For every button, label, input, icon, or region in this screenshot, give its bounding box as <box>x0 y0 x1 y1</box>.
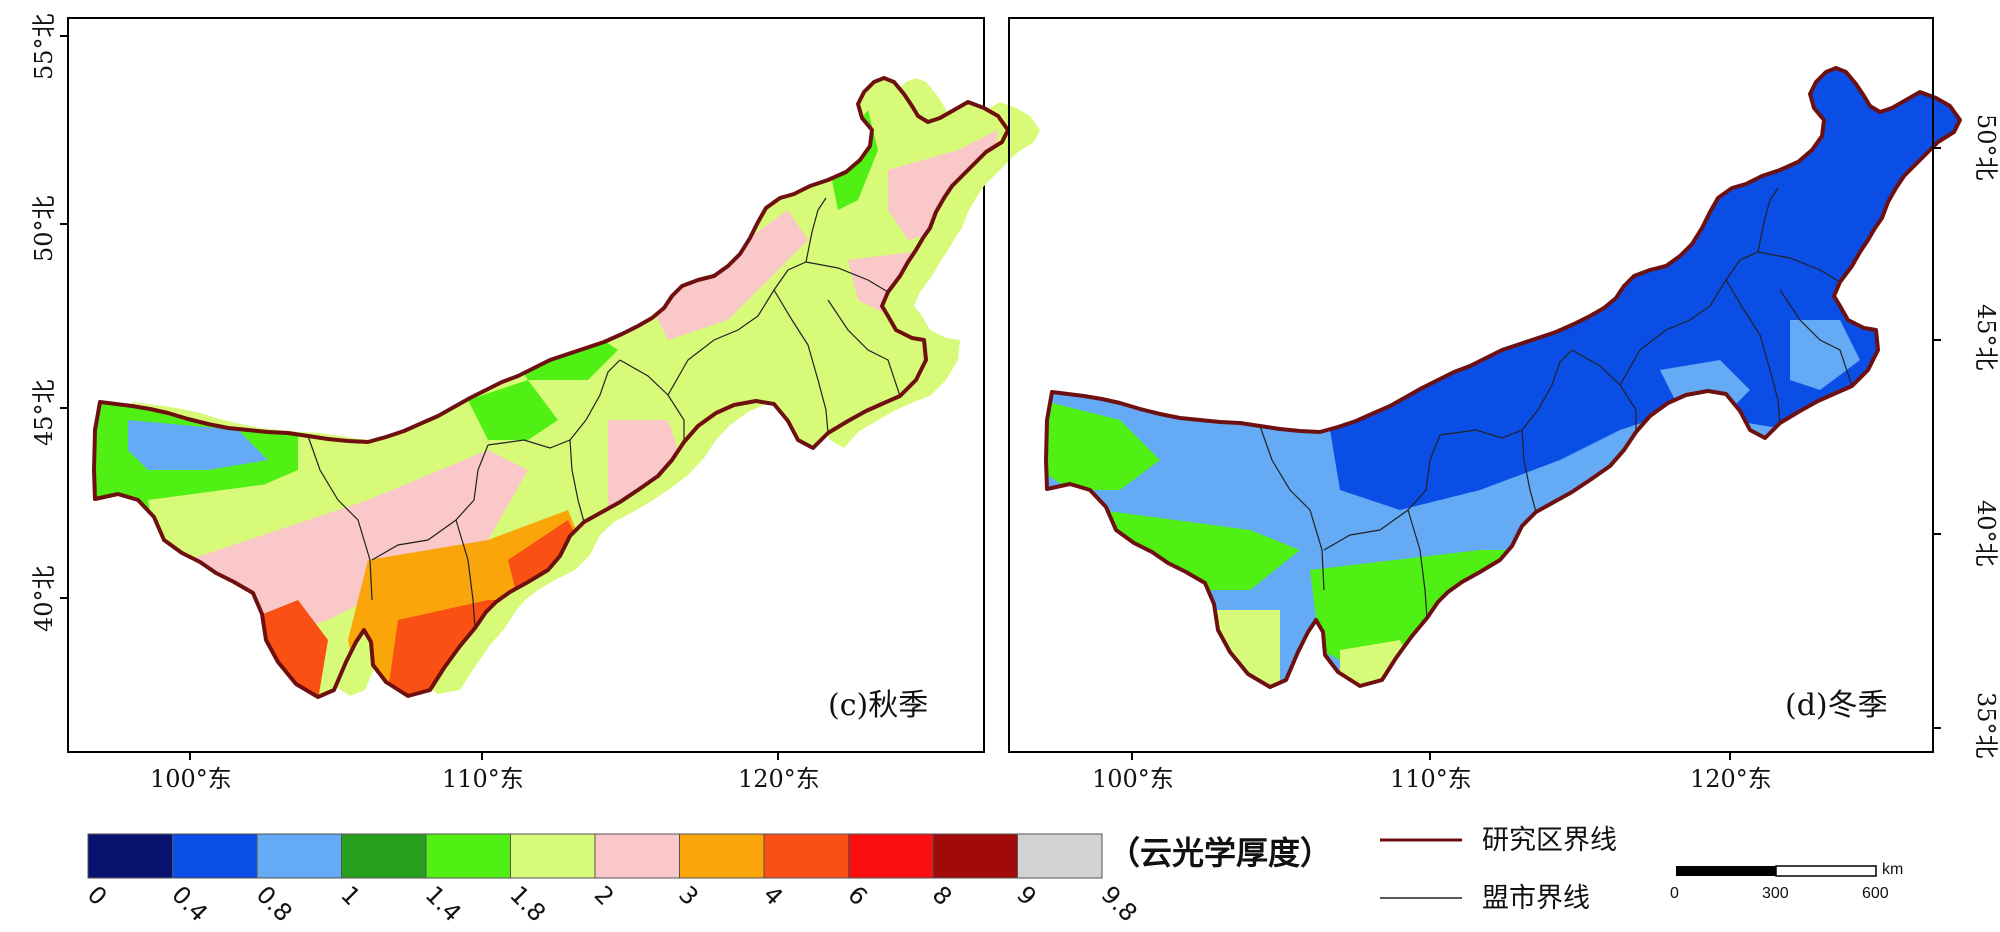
colorbar-bin <box>172 833 258 879</box>
colorbar-bin <box>763 833 849 879</box>
league-boundary <box>1779 289 1853 387</box>
league-boundary <box>307 435 373 601</box>
league-boundary <box>455 519 476 629</box>
colorbar-tick-label: 2 <box>589 880 620 911</box>
panel-label-winter: (d)冬季 <box>1785 688 1888 723</box>
league-boundary <box>1259 425 1325 591</box>
league-boundary <box>1407 509 1428 619</box>
colorbar-bin <box>679 833 765 879</box>
league-boundary <box>569 439 585 523</box>
value-zone <box>1320 70 1960 510</box>
y-tick-label: 50°北 <box>1972 114 2000 181</box>
colorbar-bin <box>87 833 173 879</box>
panel-label-autumn: (c)秋季 <box>828 688 928 723</box>
y-tick-label: 45°北 <box>1972 304 2000 371</box>
scale-label-0: 0 <box>1670 885 1679 902</box>
map-frame-winter <box>1008 17 1934 753</box>
league-boundary <box>487 359 621 449</box>
value-zone <box>1046 400 1160 490</box>
colorbar-tick-label: 1 <box>335 880 366 911</box>
colorbar-bin <box>510 833 596 879</box>
value-zone <box>188 450 528 640</box>
y-tick-label: 55°北 <box>30 13 58 80</box>
league-boundary <box>805 197 827 263</box>
colorbar-bin <box>848 833 934 879</box>
value-zone <box>648 210 808 340</box>
league-boundary <box>827 299 901 397</box>
colorbar-bin <box>932 833 1018 879</box>
y-tick-label: 35°北 <box>1972 692 2000 759</box>
value-zone <box>468 380 558 440</box>
scale-unit: km <box>1882 861 1903 878</box>
league-boundary <box>1619 251 1759 386</box>
x-tick-label: 110°东 <box>442 765 524 793</box>
autumn-x-ticks: 100°东 110°东 120°东 <box>150 752 820 793</box>
colorbar-bin <box>425 833 511 879</box>
colorbar-bin <box>594 833 680 879</box>
colorbar-tick-label: 1.8 <box>504 880 551 927</box>
league-boundary <box>667 261 807 396</box>
x-tick-label: 120°东 <box>738 765 820 793</box>
winter-y-ticks: 50°北 45°北 40°北 35°北 <box>1933 114 2000 759</box>
y-tick-label: 50°北 <box>30 195 58 262</box>
value-zone <box>128 420 268 470</box>
colorbar-tick-label: 0.4 <box>166 880 213 927</box>
colorbar-tick-label: 3 <box>673 880 704 911</box>
league-boundary <box>773 289 829 434</box>
league-boundary <box>1757 187 1779 253</box>
colorbar-tick-label: 0 <box>82 880 113 911</box>
study-area-boundary <box>1044 66 1962 689</box>
winter-zones <box>1044 66 1962 689</box>
colorbar-tick-label: 0.8 <box>251 880 298 927</box>
colorbar-bin <box>341 833 427 879</box>
league-boundary <box>1521 429 1537 513</box>
value-zone <box>1190 610 1280 687</box>
colorbar-bin <box>256 833 342 879</box>
value-zone <box>1790 320 1860 390</box>
legend-label-league: 盟市界线 <box>1482 883 1590 914</box>
winter-x-ticks: 100°东 110°东 120°东 <box>1092 752 1772 793</box>
colorbar-tick-label: 6 <box>842 880 873 911</box>
league-boundary <box>1757 251 1841 283</box>
y-tick-label: 40°北 <box>1972 500 2000 567</box>
scale-segment-white <box>1775 865 1877 877</box>
colorbar-tick-label: 9 <box>1011 880 1042 911</box>
scale-bar: km 0 300 600 <box>1670 861 1903 902</box>
y-tick-label: 40°北 <box>30 565 58 632</box>
league-boundary <box>805 261 889 293</box>
colorbar-tick-label: 4 <box>758 880 789 911</box>
colorbar-tick-label: 8 <box>927 880 958 911</box>
y-tick-label: 45°北 <box>30 379 58 446</box>
x-tick-label: 100°东 <box>1092 765 1174 793</box>
x-tick-label: 100°东 <box>150 765 232 793</box>
scale-segment-black <box>1676 866 1776 876</box>
value-zone <box>1390 400 1530 460</box>
scale-label-600: 600 <box>1862 885 1889 902</box>
scale-label-300: 300 <box>1762 885 1789 902</box>
colorbar-title: （云光学厚度） <box>1108 834 1332 872</box>
colorbar-tick-label: 9.8 <box>1096 880 1143 927</box>
colorbar-tick-label: 1.4 <box>420 880 467 927</box>
boundary-legend: 研究区界线 盟市界线 <box>1380 825 1617 914</box>
legend-label-study-area: 研究区界线 <box>1482 825 1617 856</box>
study-area-boundary <box>92 76 1010 699</box>
colorbar: 0 0.4 0.8 1 1.4 1.8 2 3 4 6 8 9 9.8 <box>82 833 1143 927</box>
x-tick-label: 110°东 <box>1390 765 1472 793</box>
x-tick-label: 120°东 <box>1690 765 1772 793</box>
league-boundary <box>1725 279 1781 424</box>
colorbar-bin <box>1017 833 1103 879</box>
autumn-y-ticks: 55°北 50°北 45°北 40°北 <box>30 13 68 632</box>
league-boundary <box>1439 349 1573 439</box>
